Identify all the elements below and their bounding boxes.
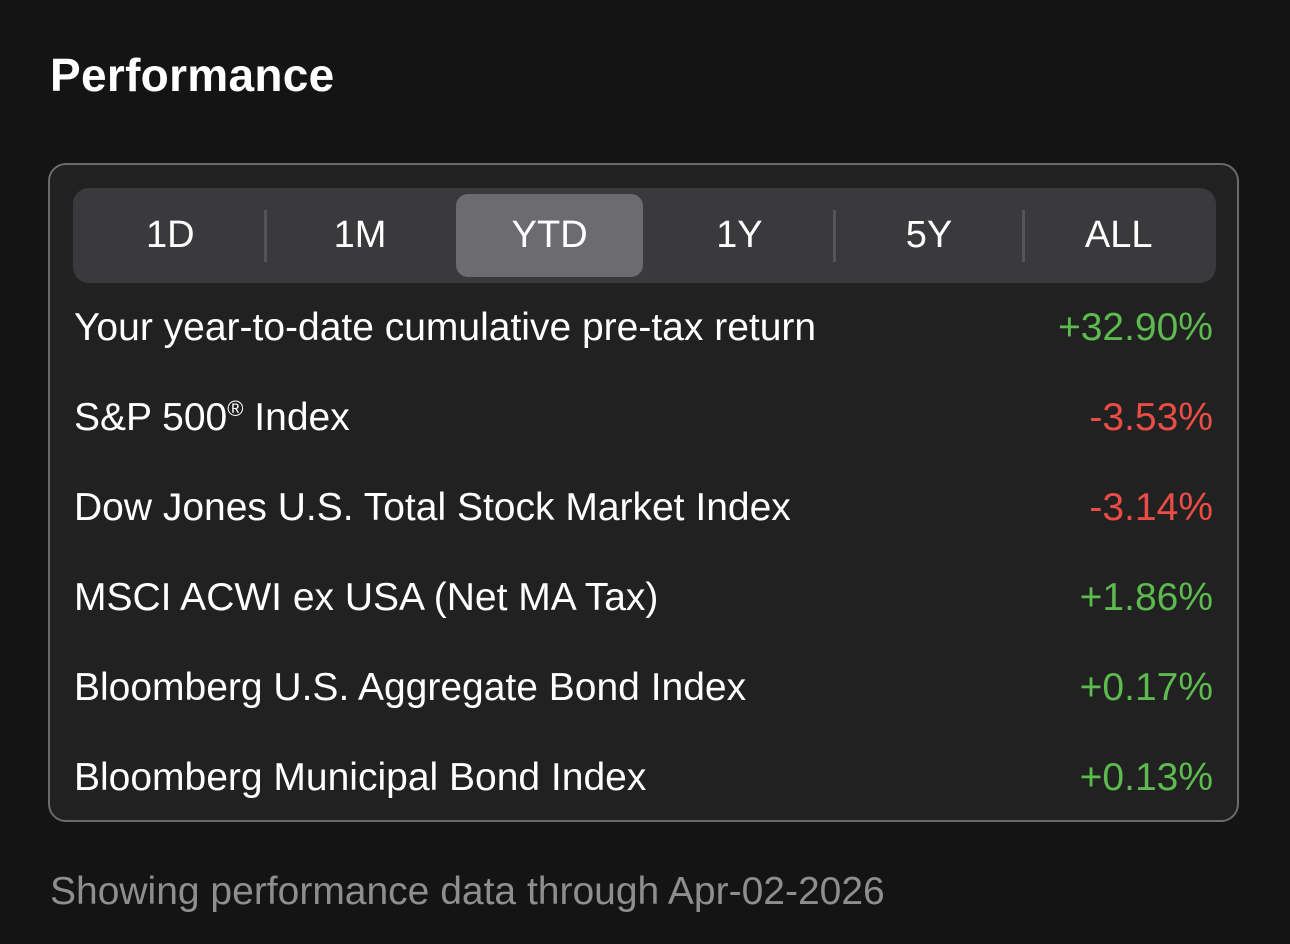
performance-row-bloomberg-municipal: Bloomberg Municipal Bond Index +0.13% xyxy=(74,733,1213,823)
tab-1m[interactable]: 1M xyxy=(333,214,387,256)
row-label-main: S&P 500 xyxy=(74,396,228,439)
row-label: Your year-to-date cumulative pre-tax ret… xyxy=(74,306,817,349)
performance-list: Your year-to-date cumulative pre-tax ret… xyxy=(74,283,1213,823)
row-value: +32.90% xyxy=(1057,306,1213,349)
row-label: S&P 500® Index xyxy=(74,396,350,440)
page-title: Performance xyxy=(50,49,335,101)
tab-5y[interactable]: 5Y xyxy=(905,214,953,256)
row-value: +1.86% xyxy=(1079,576,1213,619)
period-selector: 1D 1M YTD 1Y 5Y ALL xyxy=(73,188,1216,283)
row-value: +0.13% xyxy=(1079,756,1213,799)
row-value: -3.14% xyxy=(1089,486,1213,529)
row-label: MSCI ACWI ex USA (Net MA Tax) xyxy=(74,576,659,619)
row-label: Bloomberg Municipal Bond Index xyxy=(74,756,647,799)
performance-row-your-return: Your year-to-date cumulative pre-tax ret… xyxy=(74,283,1213,373)
row-label: Bloomberg U.S. Aggregate Bond Index xyxy=(74,666,747,709)
performance-row-bloomberg-aggregate: Bloomberg U.S. Aggregate Bond Index +0.1… xyxy=(74,643,1213,733)
performance-row-sp500: S&P 500® Index -3.53% xyxy=(74,373,1213,463)
tab-ytd[interactable]: YTD xyxy=(456,194,644,277)
performance-card: 1D 1M YTD 1Y 5Y ALL Your year-to-date cu… xyxy=(48,163,1239,822)
performance-row-dow-jones: Dow Jones U.S. Total Stock Market Index … xyxy=(74,463,1213,553)
performance-row-msci-acwi: MSCI ACWI ex USA (Net MA Tax) +1.86% xyxy=(74,553,1213,643)
tab-divider xyxy=(1022,209,1026,262)
data-as-of-note: Showing performance data through Apr-02-… xyxy=(50,870,885,913)
tab-divider xyxy=(832,209,836,262)
tab-1y[interactable]: 1Y xyxy=(716,214,763,256)
tab-divider xyxy=(263,209,267,262)
tab-1d[interactable]: 1D xyxy=(146,214,195,256)
row-value: -3.53% xyxy=(1089,396,1213,439)
row-label-tail: Index xyxy=(243,396,350,439)
row-value: +0.17% xyxy=(1079,666,1213,709)
row-label: Dow Jones U.S. Total Stock Market Index xyxy=(74,486,791,529)
tab-all[interactable]: ALL xyxy=(1084,214,1153,256)
registered-mark: ® xyxy=(227,396,244,421)
